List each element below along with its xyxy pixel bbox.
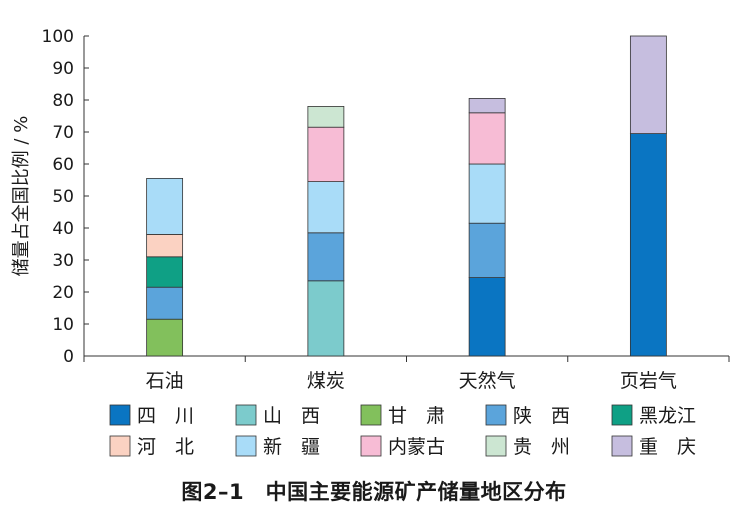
legend-label: 四 川 <box>137 405 194 427</box>
bar-segment <box>468 163 506 224</box>
legend-label: 黑龙江 <box>639 405 696 427</box>
y-tick-label: 0 <box>63 347 74 367</box>
legend-swatch <box>611 404 633 426</box>
bar-segment <box>307 126 345 182</box>
x-tick-label: 天然气 <box>459 370 516 392</box>
bar-segment <box>146 318 184 357</box>
y-tick-label: 50 <box>52 187 74 207</box>
bar-segment <box>468 277 506 357</box>
y-tick-label: 10 <box>52 315 74 335</box>
bar-segment <box>629 35 667 134</box>
plot-area: 0 10 20 30 40 50 60 70 80 90 100 石油 煤炭 天然气 页岩气 储量占全国比例 … <box>11 27 730 392</box>
figure-caption: 图2–1 中国主要能源矿产储量地区分布 <box>181 480 567 504</box>
bar-segment <box>307 181 345 234</box>
x-tick-label: 煤炭 <box>307 370 345 392</box>
bar-segment <box>629 133 667 357</box>
legend-label: 河 北 <box>137 436 194 458</box>
bar-segment <box>146 177 184 235</box>
legend-swatch <box>109 435 131 457</box>
y-tick-label: 60 <box>52 155 74 175</box>
legend-swatch <box>485 404 507 426</box>
bar-segment <box>307 280 345 357</box>
legend-swatch <box>109 404 131 426</box>
legend-label: 山 西 <box>263 405 320 427</box>
y-tick-label: 90 <box>52 59 74 79</box>
bar-segment <box>146 286 184 320</box>
legend-label: 陕 西 <box>513 405 570 427</box>
bar-segment <box>468 112 506 165</box>
legend-label: 内蒙古 <box>388 436 445 458</box>
bar-segment <box>468 222 506 278</box>
bar-segment <box>307 106 345 128</box>
bar-segment <box>307 232 345 282</box>
y-tick-label: 20 <box>52 283 74 303</box>
legend-label: 贵 州 <box>513 436 570 458</box>
legend-swatch <box>360 435 382 457</box>
y-tick-label: 40 <box>52 219 74 239</box>
legend-swatch <box>360 404 382 426</box>
x-tick-label: 页岩气 <box>620 370 677 392</box>
legend-label: 新 疆 <box>263 436 320 458</box>
legend-swatch <box>611 435 633 457</box>
legend-label: 重 庆 <box>639 436 696 458</box>
legend-swatch <box>235 435 257 457</box>
y-tick-label: 30 <box>52 251 74 271</box>
bar-segment <box>146 233 184 258</box>
x-tick-label: 石油 <box>146 370 184 392</box>
legend-swatch <box>485 435 507 457</box>
legend-label: 甘 肃 <box>388 405 445 427</box>
bar-segment <box>468 98 506 114</box>
y-tick-label: 70 <box>52 123 74 143</box>
y-axis-label: 储量占全国比例 / % <box>11 116 32 277</box>
y-tick-label: 80 <box>52 91 74 111</box>
legend-swatch <box>235 404 257 426</box>
bar-segment <box>146 256 184 288</box>
stacked-bar-chart: 0 10 20 30 40 50 60 70 80 90 100 石油 煤炭 天然气 页岩气 储量占全国比例 … <box>11 27 730 458</box>
y-tick-label: 100 <box>42 27 74 47</box>
